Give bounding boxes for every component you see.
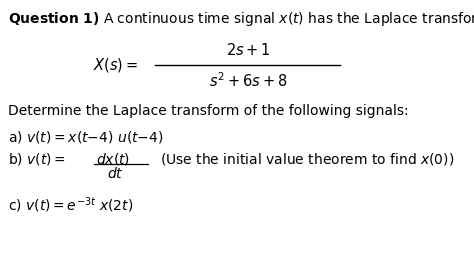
Text: $s^2 + 6s + 8$: $s^2 + 6s + 8$ [209, 72, 287, 90]
Text: $2s + 1$: $2s + 1$ [226, 42, 270, 58]
Text: $X(s) =$: $X(s) =$ [93, 56, 138, 74]
Text: a) $v(t) = x(t\mathrm{-}4)\ u(t\mathrm{-}4)$: a) $v(t) = x(t\mathrm{-}4)\ u(t\mathrm{-… [8, 129, 164, 145]
Text: c) $v(t) = e^{-3t}\ x(2t)$: c) $v(t) = e^{-3t}\ x(2t)$ [8, 195, 133, 215]
Text: (Use the initial value theorem to find $x(0))$: (Use the initial value theorem to find $… [160, 151, 455, 167]
Text: $dx(t)$: $dx(t)$ [96, 151, 130, 167]
Text: Determine the Laplace transform of the following signals:: Determine the Laplace transform of the f… [8, 104, 409, 118]
Text: b) $v(t) =$: b) $v(t) =$ [8, 151, 66, 167]
Text: $dt$: $dt$ [107, 166, 124, 181]
Text: $\mathbf{Question\ 1)}$ A continuous time signal $x(t)$ has the Laplace transfor: $\mathbf{Question\ 1)}$ A continuous tim… [8, 10, 474, 28]
